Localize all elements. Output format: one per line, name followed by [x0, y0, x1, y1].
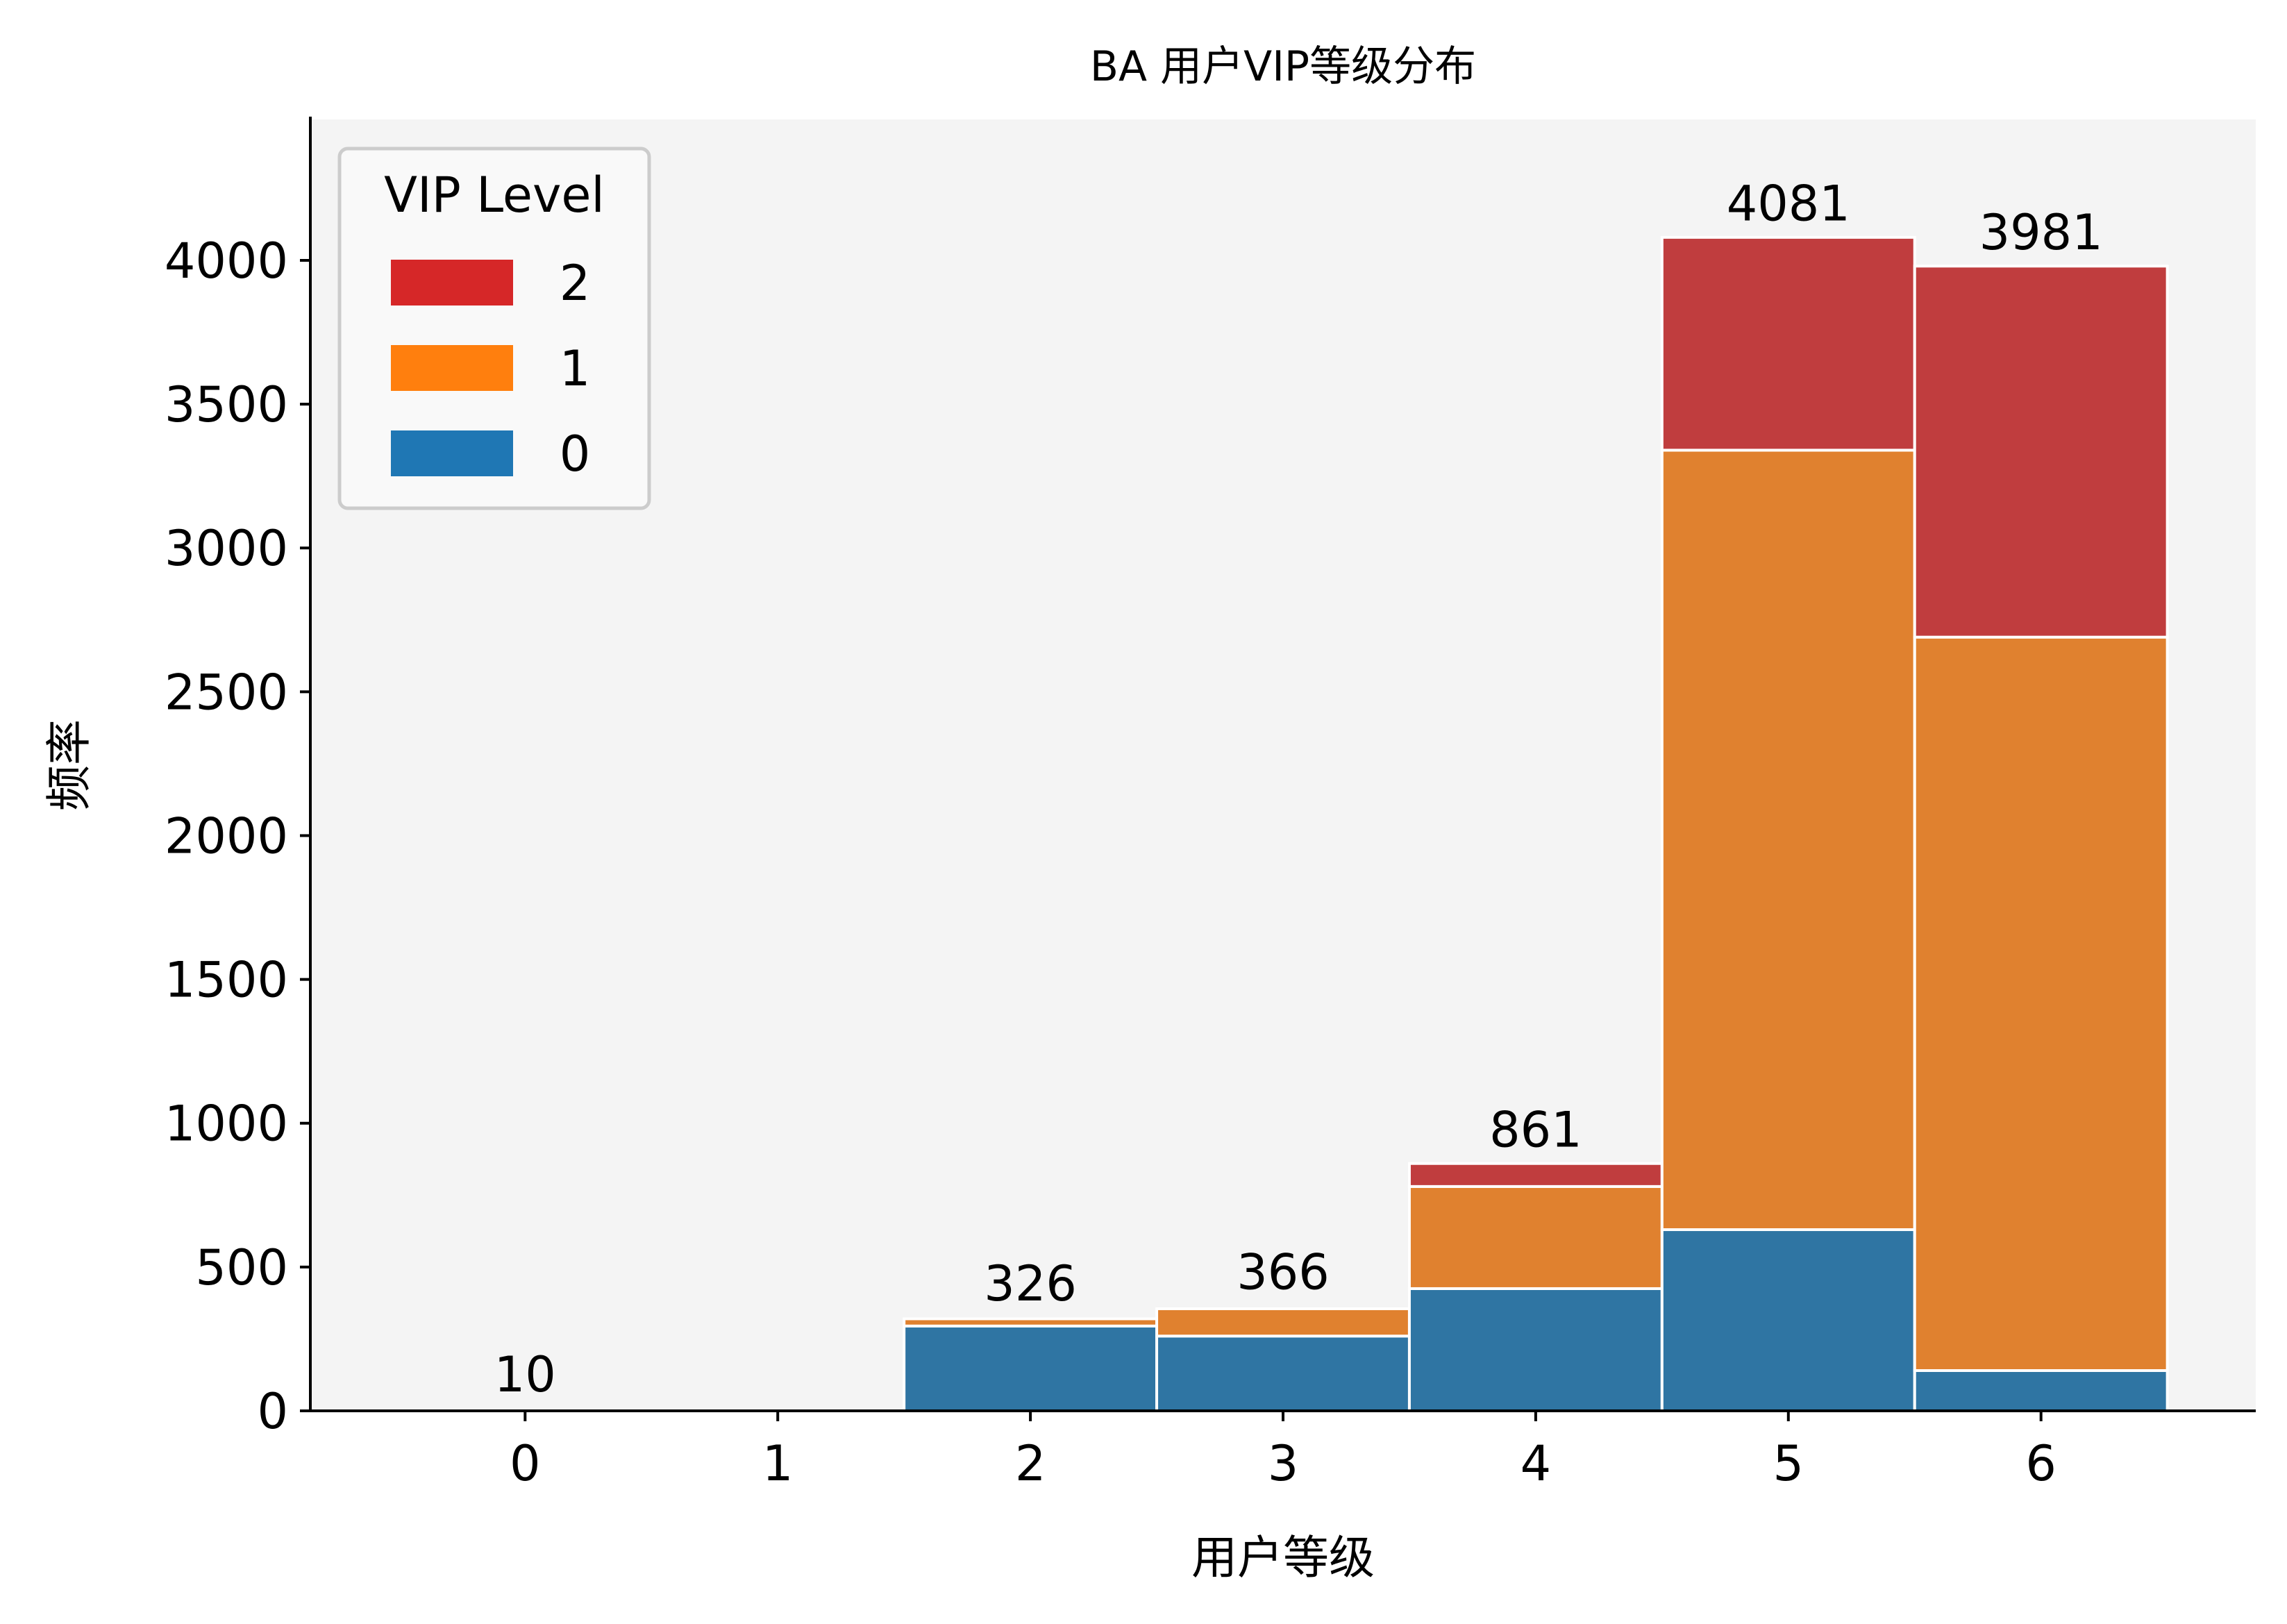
legend-label-2: 2 — [560, 255, 591, 312]
bar-level-5-vip-0 — [1660, 1228, 1916, 1412]
y-tick-label: 1000 — [165, 1096, 288, 1153]
y-ticks-layer: 0 500 1000 1500 2000 2500 3000 3500 4000 — [165, 233, 310, 1440]
legend-swatch-2 — [391, 260, 513, 305]
bar-level-2-vip-0 — [903, 1324, 1159, 1412]
legend-swatch-0 — [391, 430, 513, 476]
y-tick-label: 4000 — [165, 233, 288, 290]
x-tick-label: 2 — [1015, 1435, 1046, 1492]
bars-layer — [903, 235, 2169, 1413]
bar-level-5-vip-2 — [1660, 235, 1916, 452]
y-tick-label: 2000 — [165, 807, 288, 864]
bar-level-2-vip-1 — [903, 1317, 1159, 1328]
x-tick-label: 6 — [2025, 1435, 2056, 1492]
y-tick-label: 3500 — [165, 376, 288, 433]
y-tick-label: 2500 — [165, 664, 288, 721]
x-tick-label: 0 — [510, 1435, 541, 1492]
x-tick-label: 4 — [1521, 1435, 1552, 1492]
total-label-2: 326 — [984, 1255, 1077, 1312]
x-tick-label: 3 — [1268, 1435, 1299, 1492]
bar-level-6-vip-2 — [1913, 265, 2169, 639]
legend-title: VIP Level — [384, 167, 605, 224]
bar-level-3-vip-1 — [1155, 1307, 1411, 1338]
legend-frame — [337, 147, 651, 510]
total-label-3: 366 — [1237, 1244, 1330, 1300]
legend-entries: 2 1 0 — [391, 255, 590, 483]
legend-label-1: 1 — [560, 340, 591, 397]
bar-level-6-vip-0 — [1913, 1369, 2169, 1412]
y-tick-label: 500 — [195, 1239, 288, 1296]
total-label-4: 861 — [1489, 1101, 1582, 1158]
bar-level-4-vip-0 — [1407, 1287, 1664, 1413]
total-label-5: 4081 — [1727, 175, 1850, 232]
legend: VIP Level 2 1 0 — [337, 147, 651, 510]
total-label-0: 10 — [494, 1346, 556, 1403]
x-tick-label: 5 — [1773, 1435, 1804, 1492]
bar-level-5-vip-1 — [1660, 449, 1916, 1232]
y-axis-label: 频率 — [42, 719, 96, 811]
bar-level-3-vip-0 — [1155, 1334, 1411, 1412]
legend-swatch-1 — [391, 345, 513, 391]
total-label-6: 3981 — [1979, 204, 2103, 261]
bar-level-6-vip-1 — [1913, 635, 2169, 1373]
y-tick-label: 0 — [257, 1383, 288, 1440]
y-tick-label: 3000 — [165, 520, 288, 577]
x-tick-label: 1 — [762, 1435, 794, 1492]
chart-title: BA 用户VIP等级分布 — [1090, 42, 1476, 91]
y-tick-label: 1500 — [165, 952, 288, 1009]
legend-label-0: 0 — [560, 426, 591, 483]
x-axis-label: 用户等级 — [1191, 1531, 1375, 1584]
bar-level-4-vip-2 — [1407, 1162, 1664, 1188]
bar-level-4-vip-1 — [1407, 1184, 1664, 1290]
x-ticks-layer: 0 1 2 3 4 5 6 — [510, 1411, 2056, 1492]
